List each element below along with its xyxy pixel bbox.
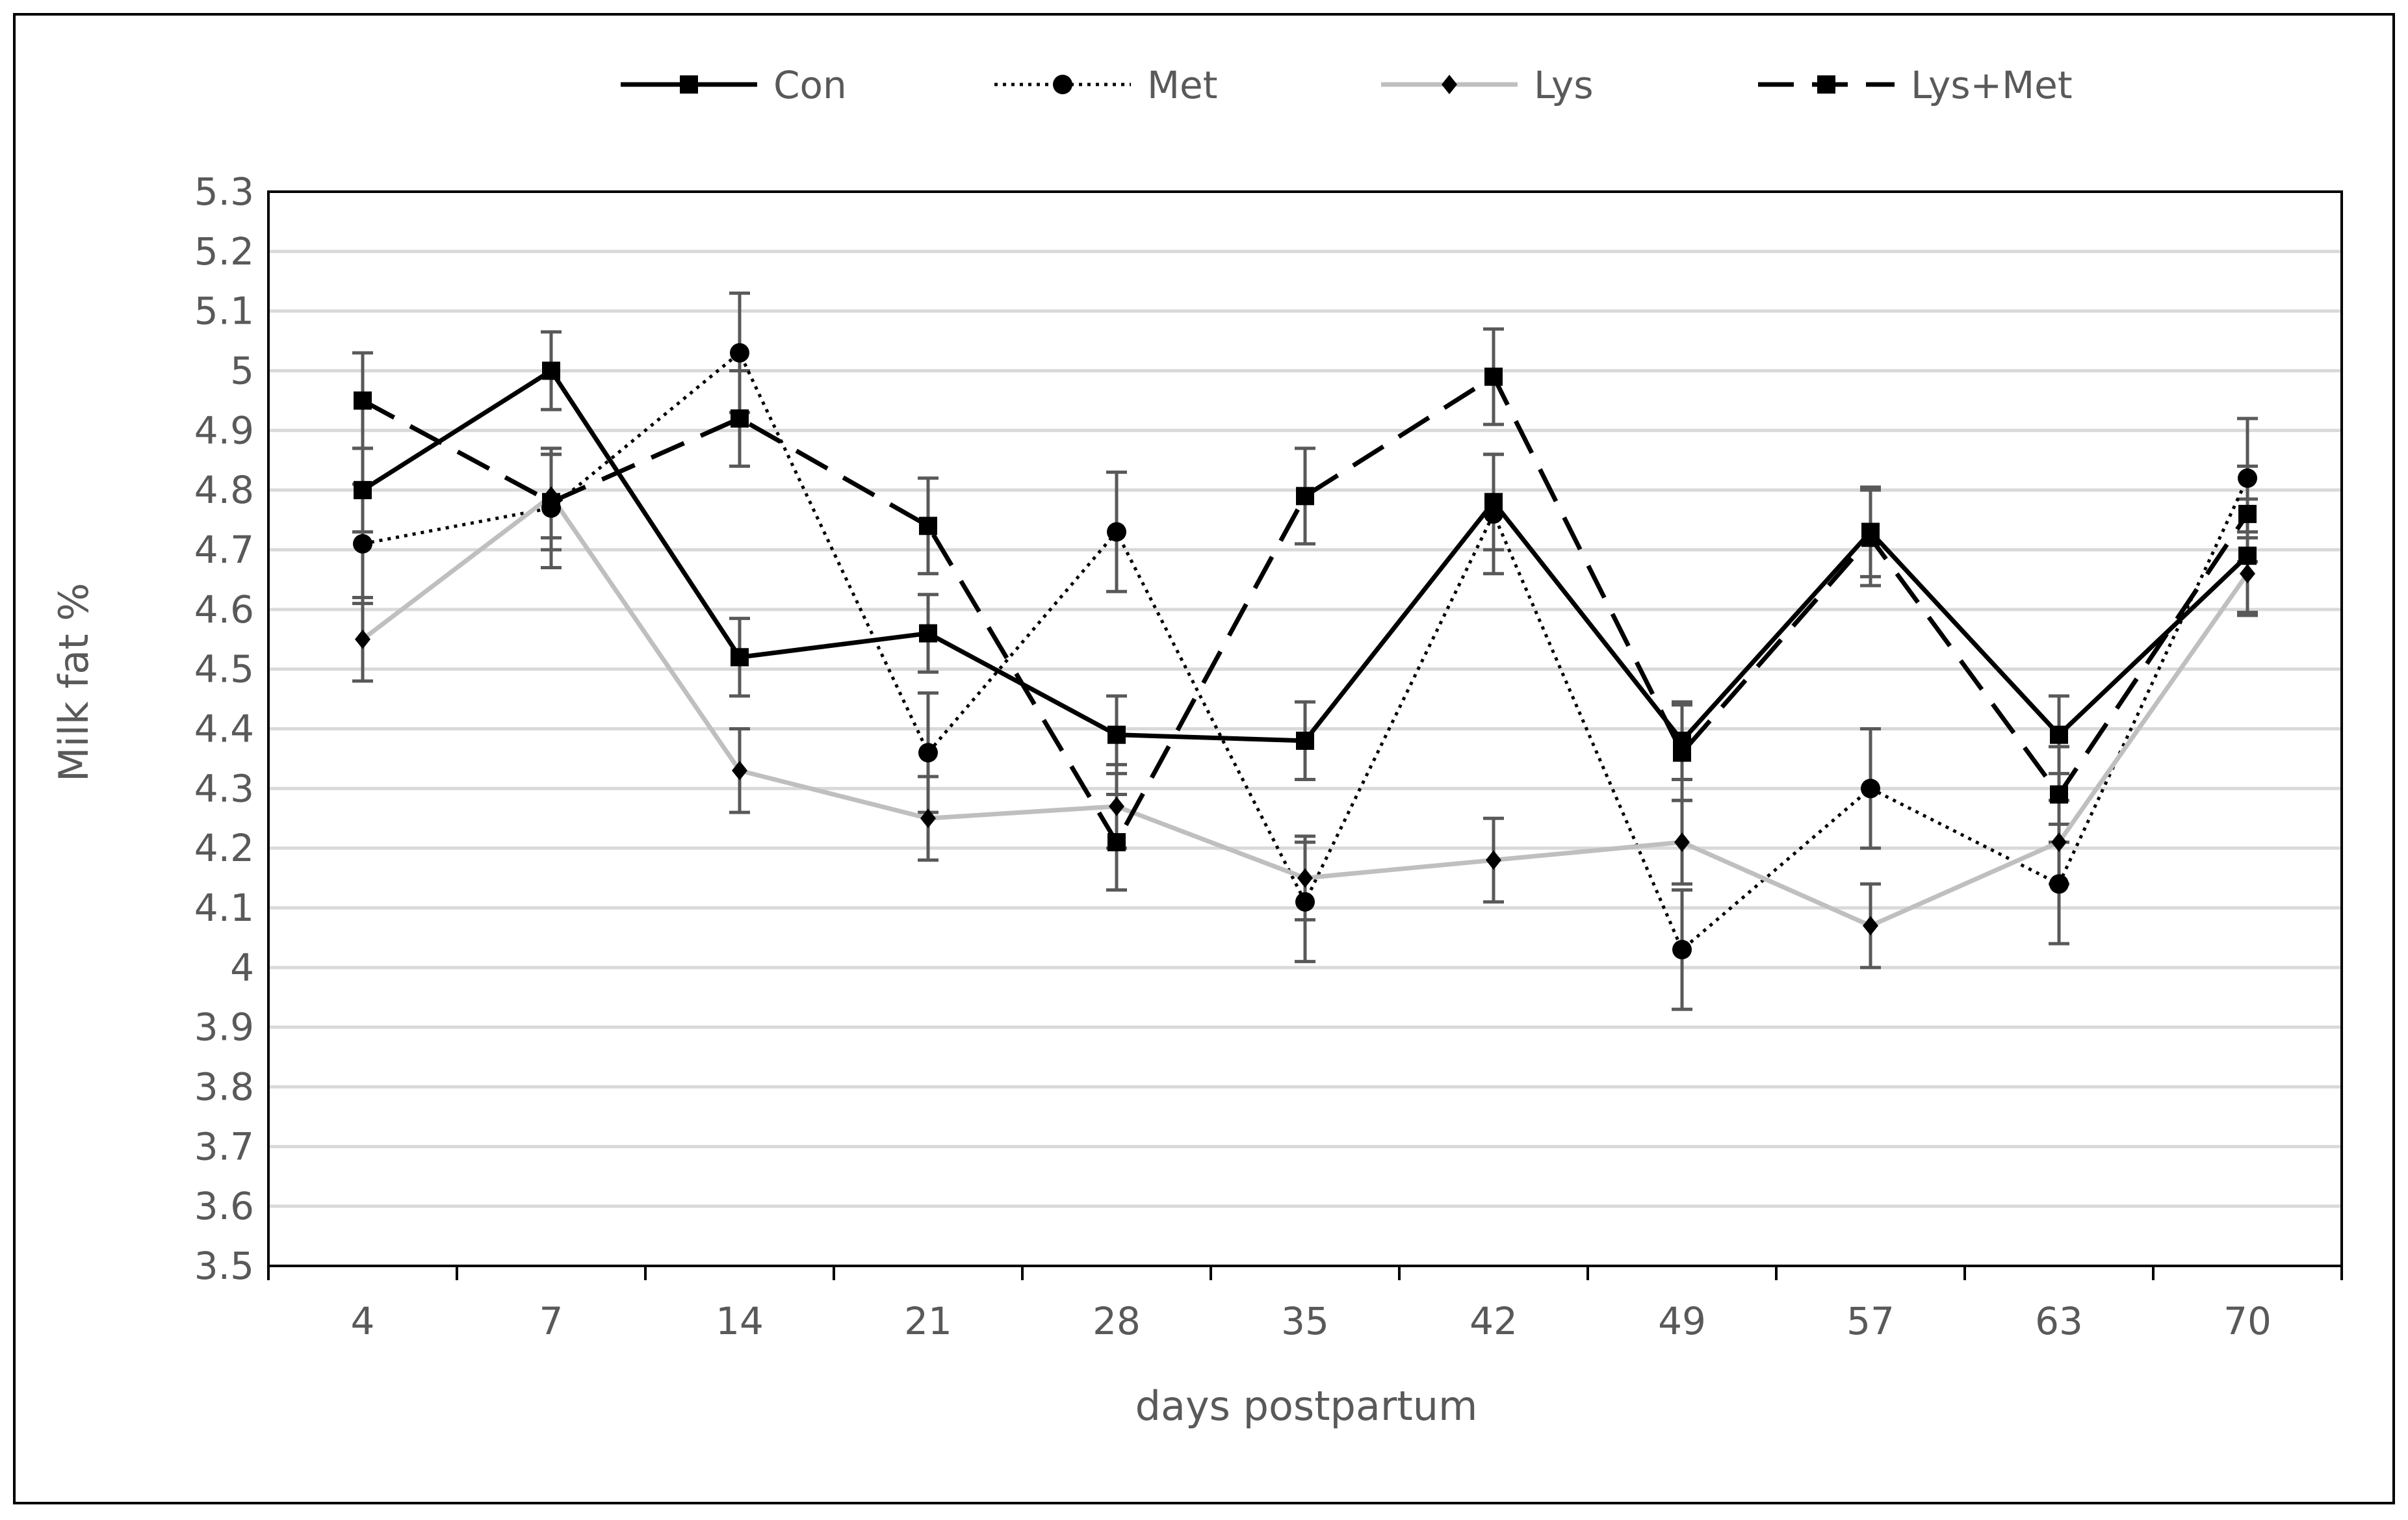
x-tick-label: 63	[2035, 1299, 2083, 1343]
data-point-lys	[732, 760, 747, 780]
y-axis-label: Milk fat %	[50, 583, 97, 782]
x-tick-labels: 4 7 14 21 28 35 42 49 57 63 70	[351, 1299, 2272, 1343]
data-point-lys	[1486, 850, 1501, 870]
x-tick-label: 28	[1093, 1299, 1141, 1343]
legend-entry-lys: Lys	[1381, 63, 1594, 107]
y-tick-label: 5.3	[194, 170, 254, 214]
y-tick-label: 3.9	[194, 1005, 254, 1050]
data-point-met	[353, 534, 372, 554]
data-point-lys-met	[2050, 785, 2068, 804]
y-tick-label: 4.9	[194, 408, 254, 452]
y-tick-label: 3.5	[194, 1244, 254, 1288]
axes	[267, 190, 2343, 1280]
data-point-lys	[2240, 563, 2255, 584]
x-tick-label: 21	[904, 1299, 952, 1343]
data-point-met	[1295, 892, 1315, 912]
series-line-lys-met	[361, 374, 2249, 845]
data-point-con	[731, 648, 749, 667]
y-tick-label: 4.3	[194, 766, 254, 810]
data-point-lys-met	[542, 493, 560, 511]
legend-label: Con	[773, 63, 847, 107]
legend-label: Lys	[1534, 63, 1594, 107]
data-point-lys-met	[354, 391, 372, 410]
y-tick-label: 4.1	[194, 886, 254, 930]
y-tick-label: 5.1	[194, 289, 254, 333]
data-point-lys-met	[1861, 528, 1880, 547]
data-point-met	[1861, 779, 1880, 799]
legend-marker	[1053, 75, 1072, 94]
x-tick-label: 4	[351, 1299, 375, 1343]
legend-marker	[1817, 75, 1835, 94]
data-point-lys-met	[1484, 367, 1503, 386]
y-tick-label: 5	[230, 349, 254, 393]
data-point-con	[1296, 731, 1314, 750]
data-point-met	[2049, 874, 2069, 894]
data-point-con	[2050, 725, 2068, 744]
data-point-con	[919, 624, 937, 643]
legend-entry-met: Met	[994, 63, 1217, 107]
data-point-lys-met	[1673, 743, 1691, 762]
y-tick-label: 4.7	[194, 528, 254, 572]
y-tick-label: 4	[230, 946, 254, 990]
data-point-lys-met	[1107, 832, 1126, 851]
data-point-con	[542, 361, 560, 380]
data-point-lys	[1863, 916, 1878, 936]
legend: Con Met Lys Lys+Met	[621, 63, 2073, 107]
y-tick-label: 3.8	[194, 1065, 254, 1109]
y-tick-label: 4.4	[194, 707, 254, 751]
data-point-met	[1107, 522, 1126, 542]
y-tick-label: 3.7	[194, 1124, 254, 1168]
data-point-lys-met	[919, 517, 937, 535]
x-tick-label: 14	[716, 1299, 764, 1343]
data-point-met	[2238, 468, 2257, 488]
series-line-met	[362, 351, 2249, 951]
x-tick-label: 49	[1658, 1299, 1706, 1343]
legend-marker	[1442, 75, 1457, 94]
legend-entry-con: Con	[621, 63, 847, 107]
x-tick-label: 57	[1846, 1299, 1895, 1343]
legend-label: Lys+Met	[1911, 63, 2073, 107]
x-tick-label: 70	[2223, 1299, 2272, 1343]
data-point-lys	[1109, 796, 1124, 816]
data-point-con	[1107, 725, 1126, 744]
y-tick-label: 3.6	[194, 1184, 254, 1228]
legend-marker	[680, 75, 698, 94]
data-point-met	[1484, 504, 1503, 524]
data-point-con	[354, 481, 372, 500]
y-tick-labels: 3.5 3.6 3.7 3.8 3.9 4 4.1 4.2 4.3 4.4 4.5 4.6 4.7 4.8…	[194, 170, 254, 1288]
x-tick-label: 7	[539, 1299, 563, 1343]
y-tick-label: 4.2	[194, 826, 254, 870]
y-tick-label: 4.8	[194, 468, 254, 512]
data-point-met	[918, 743, 938, 763]
data-point-lys	[1297, 868, 1313, 888]
data-point-met	[730, 342, 749, 363]
data-point-lys-met	[1296, 487, 1314, 506]
y-tick-label: 5.2	[194, 229, 254, 274]
data-point-lys	[920, 808, 936, 829]
data-point-lys-met	[2238, 504, 2257, 523]
legend-label: Met	[1147, 63, 1217, 107]
outer-border	[13, 13, 2395, 1504]
x-axis-label: days postpartum	[1135, 1382, 1478, 1430]
x-tick-label: 42	[1469, 1299, 1518, 1343]
data-point-lys-met	[731, 409, 749, 428]
plot-area-frame	[267, 190, 2343, 1267]
data-point-lys	[355, 629, 370, 649]
y-tick-label: 4.5	[194, 647, 254, 691]
data-point-lys	[1674, 832, 1690, 852]
legend-entry-lys-met: Lys+Met	[1758, 63, 2073, 107]
data-point-con	[2238, 547, 2257, 565]
y-tick-label: 4.6	[194, 587, 254, 632]
x-tick-label: 35	[1281, 1299, 1329, 1343]
series-markers	[353, 342, 2257, 960]
data-point-lys	[2051, 832, 2067, 852]
data-point-met	[1672, 940, 1692, 960]
